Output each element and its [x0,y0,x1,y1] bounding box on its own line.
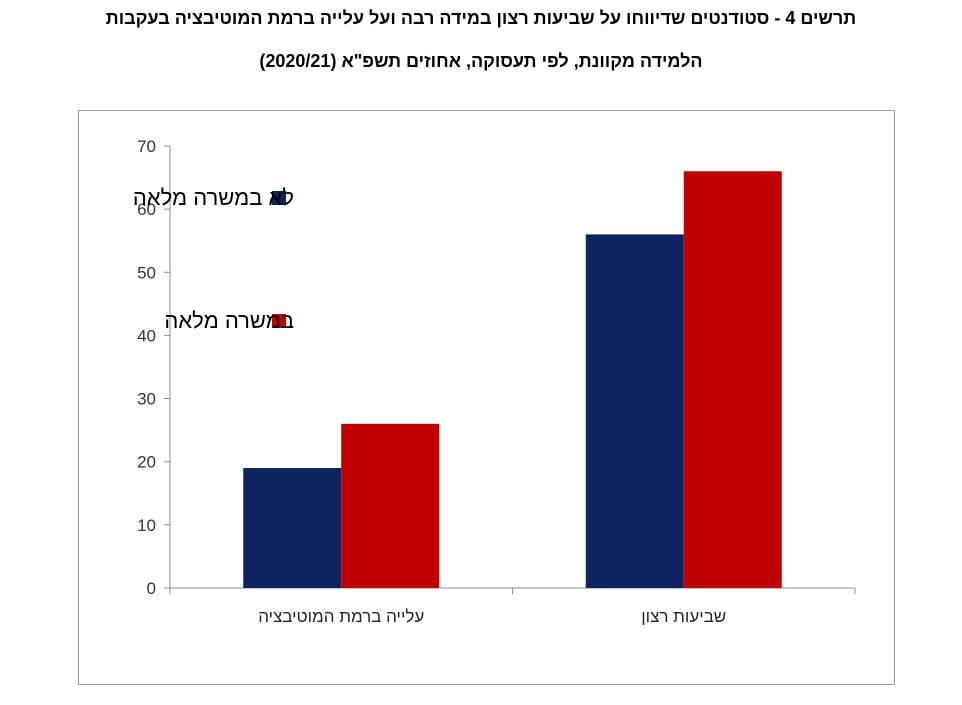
x-category-label: עלייה ברמת המוטיבציה [258,607,424,626]
bar-not-full-time [243,468,342,588]
bar-full-time [683,171,782,588]
chart-title-line-2: הלמידה מקוונת, לפי תעסוקה, אחוזים תשפ"א … [259,51,703,71]
x-category-label: שביעות רצון [641,607,726,626]
y-tick-label: 60 [137,200,156,219]
bar-not-full-time [585,234,684,588]
legend-swatch [272,314,286,328]
chart-title-line-1: תרשים 4 - סטודנטים שדיווחו על שביעות רצו… [105,8,857,28]
y-tick-label: 10 [137,516,156,535]
y-tick-label: 0 [147,579,156,598]
y-tick-label: 30 [137,390,156,409]
y-tick-label: 20 [137,453,156,472]
legend-label: לא במשרה מלאה [133,185,294,210]
legend-swatch [272,191,286,205]
bar-full-time [341,423,440,588]
legend-label: במשרה מלאה [164,308,294,333]
y-tick-label: 50 [137,263,156,282]
y-tick-label: 70 [137,137,156,156]
y-tick-label: 40 [137,326,156,345]
